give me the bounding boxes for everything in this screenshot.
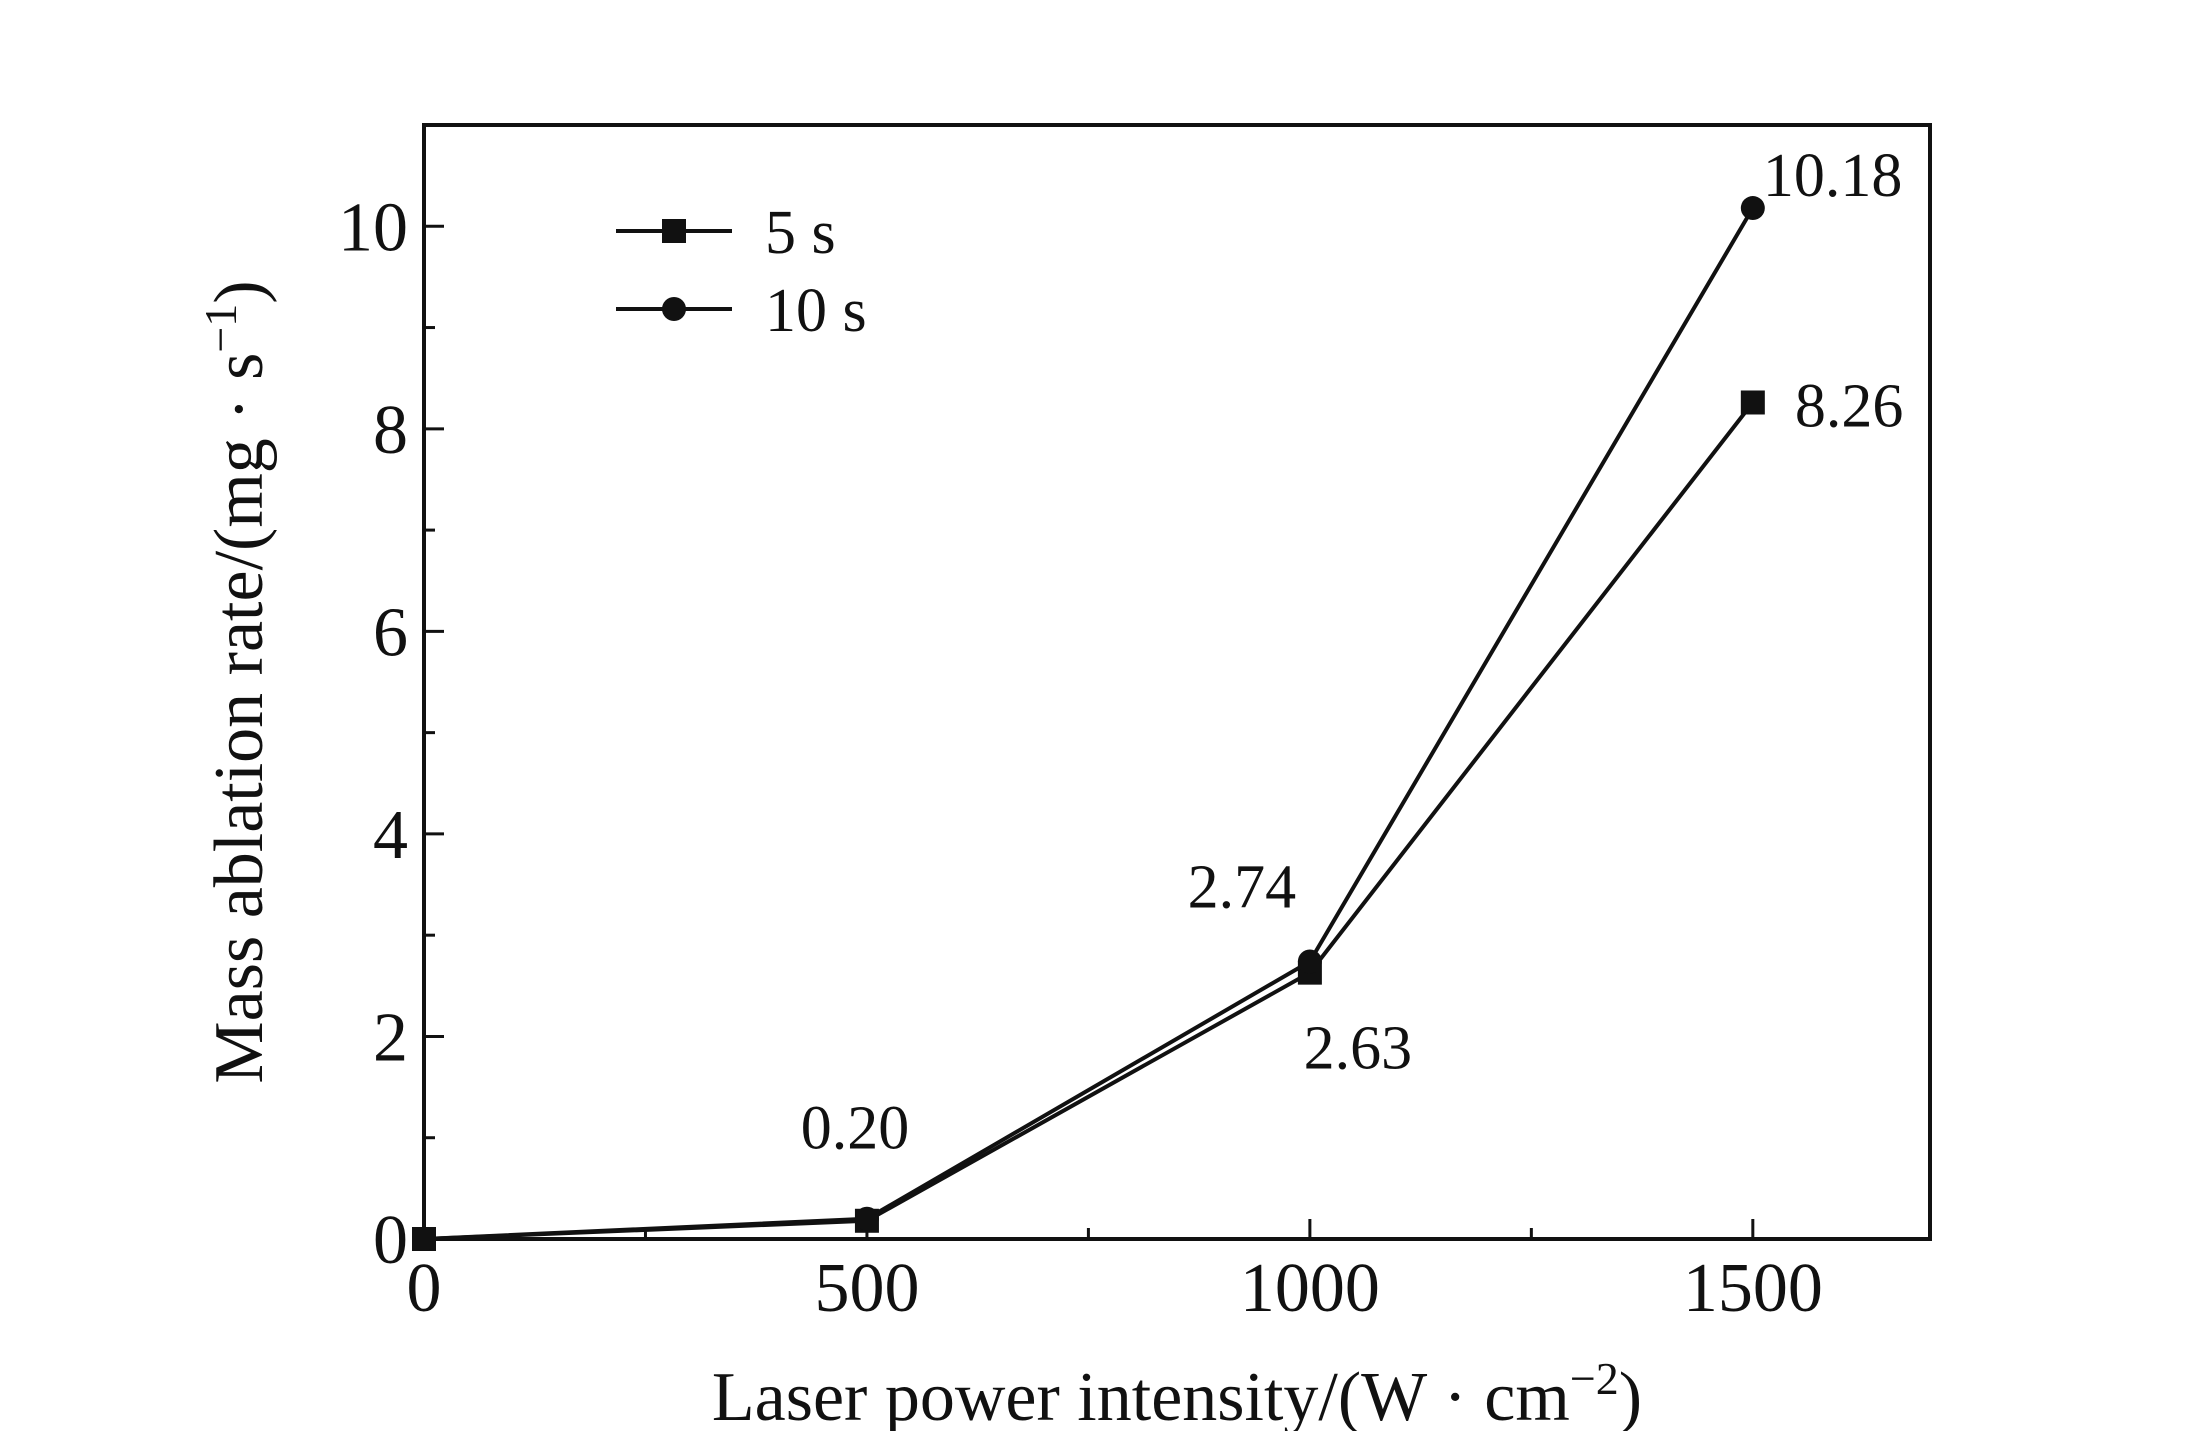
y-tick-label: 8 — [373, 392, 408, 469]
y-tick-label: 2 — [373, 999, 408, 1076]
data-label: 2.74 — [1188, 854, 1297, 922]
data-label: 0.20 — [801, 1095, 910, 1163]
data-label: 2.63 — [1304, 1015, 1413, 1083]
data-point-10s — [1297, 949, 1322, 974]
y-tick-label: 6 — [373, 594, 408, 671]
data-point-5s — [1740, 390, 1765, 415]
x-axis: 0 500 1000 1500 — [407, 1219, 1823, 1327]
legend: 5 s 10 s — [616, 199, 867, 345]
plot-frame — [422, 123, 1932, 1241]
data-point-10s — [854, 1206, 879, 1231]
y-axis: 0 2 4 6 8 10 — [338, 123, 444, 1279]
x-tick-label: 1000 — [1240, 1250, 1380, 1327]
data-point-10s — [412, 1227, 436, 1251]
y-tick-label: 0 — [373, 1202, 408, 1279]
series-layer — [412, 196, 1765, 1251]
y-axis-title: Mass ablation rate/(mg · s−1) — [195, 280, 278, 1083]
x-tick-label: 1500 — [1683, 1250, 1823, 1327]
y-tick-label: 4 — [373, 797, 408, 874]
legend-marker-5s — [662, 219, 686, 243]
legend-label-5s: 5 s — [765, 199, 836, 267]
data-label: 8.26 — [1795, 372, 1904, 440]
x-axis-title: Laser power intensity/(W · cm−2) — [712, 1353, 1642, 1431]
legend-label-10s: 10 s — [765, 277, 867, 345]
series-line-5s — [423, 401, 1755, 1241]
y-tick-label: 10 — [338, 189, 408, 266]
annotation-layer: 0.20 2.74 2.63 10.18 8.26 — [801, 142, 1904, 1163]
x-tick-label: 500 — [814, 1250, 919, 1327]
data-label: 10.18 — [1763, 142, 1903, 210]
data-point-10s — [1740, 196, 1765, 221]
series-line-10s — [423, 207, 1755, 1241]
x-tick-label: 0 — [407, 1250, 442, 1327]
legend-marker-10s — [662, 297, 686, 321]
